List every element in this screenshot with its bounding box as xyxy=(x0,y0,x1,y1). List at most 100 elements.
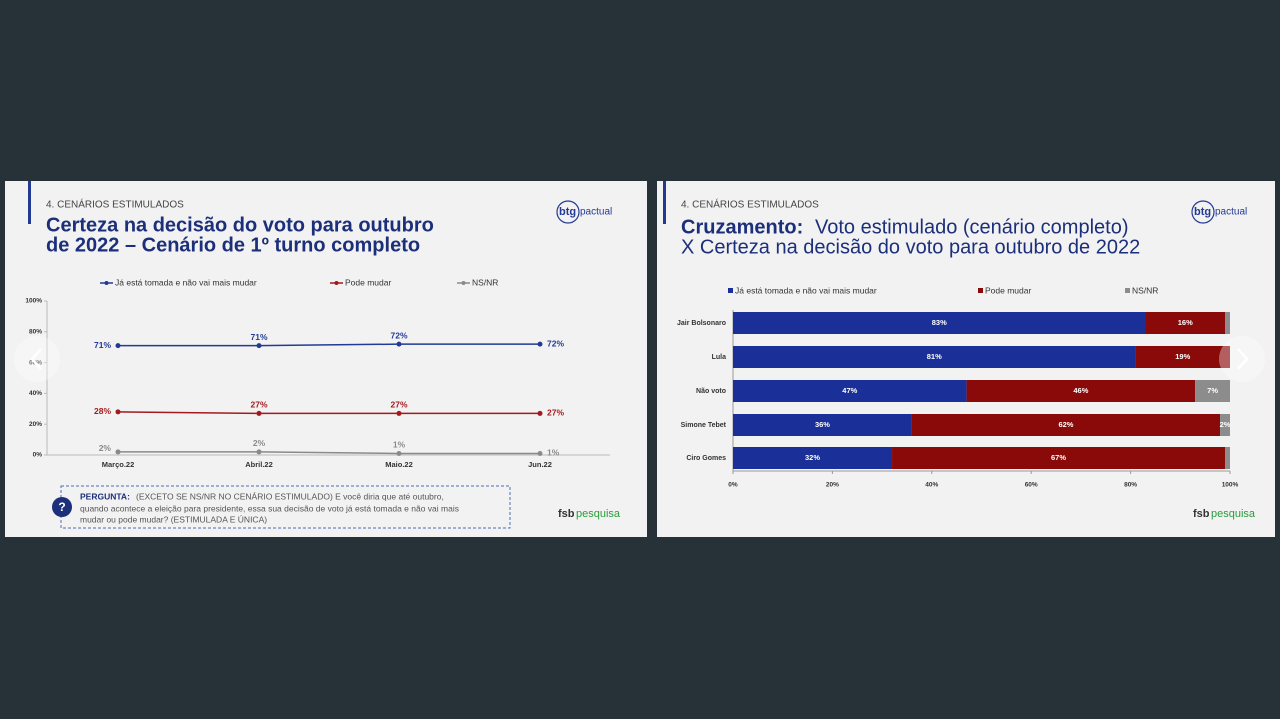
point xyxy=(115,409,121,415)
y-tick-label: 80% xyxy=(29,329,42,336)
legend-label: NS/NR xyxy=(1132,285,1158,295)
x-tick-label: Maio.22 xyxy=(385,460,413,469)
bar-segment xyxy=(1225,312,1230,334)
left-slide xyxy=(5,181,647,537)
next-button[interactable] xyxy=(1219,336,1265,382)
category-label: Ciro Gomes xyxy=(686,455,726,462)
legend-label: Pode mudar xyxy=(985,285,1031,295)
y-tick-label: 100% xyxy=(25,298,42,305)
x-tick-label: Março.22 xyxy=(102,460,135,469)
chart-title: de 2022 – Cenário de 1º turno completo xyxy=(46,234,420,256)
question-icon: ? xyxy=(58,500,65,514)
chart-title: Certeza na decisão do voto para outubro xyxy=(46,214,434,236)
charts: 0% 20% 40% 60% 80% 100% Março.22 Abril.22 Maio.2… xyxy=(25,277,1238,488)
footer-logo: pesquisa xyxy=(1211,508,1256,520)
bar-segment xyxy=(892,447,1226,469)
x-tick-label: 40% xyxy=(925,482,938,489)
prev-button[interactable] xyxy=(14,336,60,382)
x-tick-label: 20% xyxy=(826,482,839,489)
legend-marker xyxy=(461,281,466,285)
legend-label: Já está tomada e não vai mais mudar xyxy=(115,277,257,287)
bar-segment xyxy=(1145,312,1226,334)
x-tick-label: Jun.22 xyxy=(528,460,552,469)
footer-logo: fsb xyxy=(1193,508,1210,520)
x-tick-label: 0% xyxy=(728,482,738,489)
bar-segment xyxy=(1195,380,1230,402)
legend-marker xyxy=(334,281,339,285)
logo-ring xyxy=(1191,200,1215,224)
data-label: 32% xyxy=(805,453,820,462)
bar-segment xyxy=(733,380,967,402)
data-label: 7% xyxy=(1207,386,1218,395)
question-text: mudar ou pode mudar? (ESTIMULADA E ÚNICA… xyxy=(80,514,267,524)
data-label: 46% xyxy=(1073,386,1088,395)
accent-bar xyxy=(663,181,666,224)
category-label: Simone Tebet xyxy=(681,422,727,429)
legend-marker xyxy=(104,281,109,285)
section-label: 4. CENÁRIOS ESTIMULADOS xyxy=(681,198,819,211)
category-label: Lula xyxy=(712,354,726,361)
legend-swatch xyxy=(978,288,983,293)
data-label: 28% xyxy=(94,406,111,416)
y-tick-label: 40% xyxy=(29,390,42,397)
data-label: 2% xyxy=(253,438,266,448)
next-button-bg[interactable] xyxy=(1219,336,1265,382)
bar-segment xyxy=(1225,447,1230,469)
chart-title: X Certeza na decisão do voto para outubr… xyxy=(681,236,1140,258)
bar-segment xyxy=(733,312,1146,334)
chart-title: Cruzamento: xyxy=(681,216,803,238)
legend-label: NS/NR xyxy=(472,277,498,287)
data-label: 2% xyxy=(1220,420,1231,429)
series-line xyxy=(118,451,540,455)
footer-logo: pesquisa xyxy=(576,508,621,520)
data-label: 1% xyxy=(393,440,406,450)
legend-label: Já está tomada e não vai mais mudar xyxy=(735,285,877,295)
question-icon-bg xyxy=(52,497,72,517)
logo: btg xyxy=(559,206,576,218)
chart-title: Voto estimulado (cenário completo) xyxy=(815,216,1129,238)
data-label: 71% xyxy=(250,332,267,342)
data-label: 36% xyxy=(815,420,830,429)
bar-segment xyxy=(733,447,893,469)
series-line xyxy=(118,343,540,347)
bar-segment xyxy=(966,380,1196,402)
y-tick-label: 20% xyxy=(29,421,42,428)
logo: pactual xyxy=(1215,207,1247,218)
prev-button-bg[interactable] xyxy=(14,336,60,382)
point xyxy=(256,449,262,455)
point xyxy=(256,410,262,416)
data-label: 1% xyxy=(547,448,560,458)
x-tick-label: 100% xyxy=(1222,482,1239,489)
bar-segment xyxy=(911,414,1221,436)
point xyxy=(537,341,543,347)
legend-swatch xyxy=(728,288,733,293)
data-label: 71% xyxy=(94,340,111,350)
series-line xyxy=(117,411,540,415)
point xyxy=(396,450,402,456)
y-tick-label: 0% xyxy=(33,452,43,459)
x-tick-label: Abril.22 xyxy=(245,460,273,469)
point xyxy=(396,341,402,347)
footer-logo: fsb xyxy=(558,508,575,520)
next-icon[interactable] xyxy=(1237,348,1249,370)
question-text: (EXCETO SE NS/NR NO CENÁRIO ESTIMULADO) … xyxy=(136,491,444,501)
point xyxy=(115,449,121,455)
data-label: 67% xyxy=(1051,453,1066,462)
data-label: 27% xyxy=(390,400,407,410)
section-label: 4. CENÁRIOS ESTIMULADOS xyxy=(46,198,184,211)
data-label: 47% xyxy=(842,386,857,395)
bar-segment xyxy=(733,346,1136,368)
data-label: 81% xyxy=(927,352,942,361)
logo-ring xyxy=(556,200,580,224)
legend-swatch xyxy=(1125,288,1130,293)
data-label: 27% xyxy=(547,408,564,418)
x-tick-label: 80% xyxy=(1124,482,1137,489)
point xyxy=(537,410,543,416)
bar-segment xyxy=(733,414,912,436)
logo: btg xyxy=(1194,206,1211,218)
question-text: quando acontece a eleição para president… xyxy=(80,503,459,513)
prev-icon[interactable] xyxy=(30,348,42,370)
logo: pactual xyxy=(580,207,612,218)
